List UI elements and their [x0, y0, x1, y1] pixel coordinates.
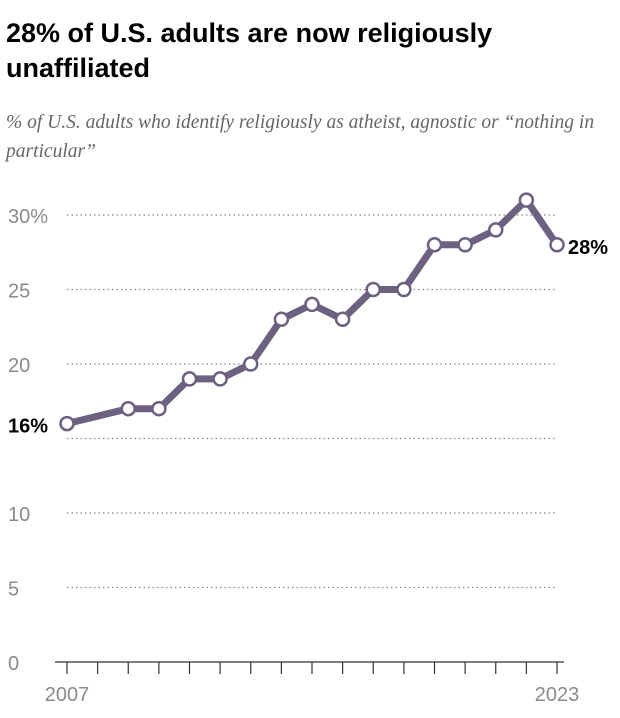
data-label-last: 28%: [568, 237, 608, 259]
data-point: [426, 237, 443, 253]
data-point: [334, 311, 351, 328]
data-point: [212, 371, 228, 387]
y-tick-label: 25: [8, 281, 30, 303]
series-line: [63, 196, 561, 428]
data-point: [396, 281, 412, 298]
x-tick-label: 2023: [535, 684, 580, 706]
data-point: [549, 237, 565, 253]
y-tick-label: 0: [8, 653, 19, 675]
data-point: [304, 296, 320, 313]
y-tick-label: 5: [8, 579, 19, 601]
x-tick-label: 2007: [45, 684, 90, 706]
chart-subtitle: % of U.S. adults who identify religiousl…: [6, 112, 595, 162]
chart-title: 28% of U.S. adults are now religiously u…: [6, 18, 493, 83]
data-label-first: 16%: [8, 416, 48, 438]
y-tick-label: 10: [8, 504, 30, 526]
data-point: [120, 400, 136, 417]
data-point: [243, 356, 259, 372]
data-point: [59, 415, 75, 432]
y-tick-label: 20: [8, 355, 30, 377]
data-point: [365, 281, 381, 298]
data-point: [457, 237, 473, 253]
data-point: [181, 371, 198, 387]
data-point: [488, 222, 504, 238]
data-point: [273, 311, 290, 328]
data-point: [151, 400, 167, 417]
y-tick-label: 30%: [8, 206, 48, 228]
data-point: [518, 192, 535, 208]
